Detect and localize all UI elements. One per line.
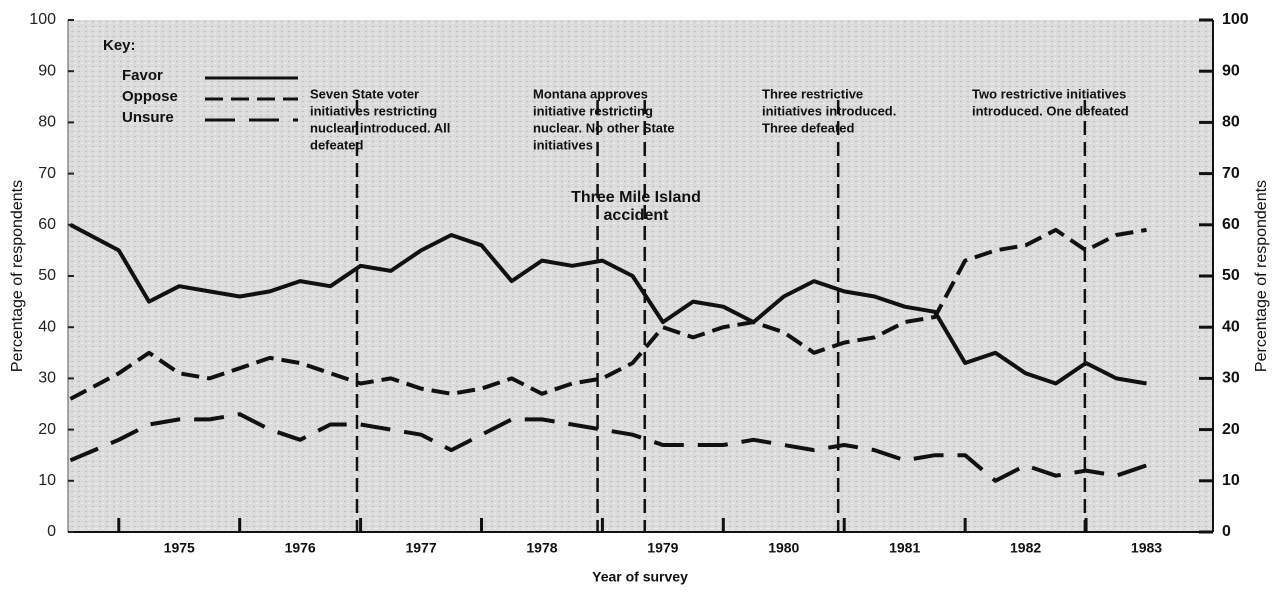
annotation: initiative restricting <box>533 103 653 118</box>
y-tick-label: 40 <box>38 318 56 335</box>
annotation: defeated <box>310 137 364 152</box>
annotation: Three defeated <box>762 120 855 135</box>
y-tick-label: 100 <box>29 11 56 28</box>
x-tick-label: 1978 <box>526 540 557 556</box>
annotation: Three restrictive <box>762 86 863 101</box>
x-tick-label: 1983 <box>1131 540 1162 556</box>
legend-label: Unsure <box>122 109 174 126</box>
y-tick-label: 30 <box>38 370 56 387</box>
y2-tick-label: 0 <box>1222 523 1231 540</box>
series-line <box>69 223 1147 386</box>
y2-tick-label: 90 <box>1222 62 1240 79</box>
y2-tick-label: 10 <box>1222 472 1240 489</box>
y2-tick-label: 30 <box>1222 370 1240 387</box>
x-tick-label: 1977 <box>405 540 436 556</box>
annotation: Three Mile Island <box>571 189 701 206</box>
annotation: Montana approves <box>533 86 648 101</box>
y-tick-label: 10 <box>38 472 56 489</box>
y2-tick-label: 50 <box>1222 267 1240 284</box>
x-tick-label: 1976 <box>285 540 316 556</box>
key-title: Key: <box>103 37 136 54</box>
series-line <box>69 412 1148 483</box>
x-tick-label: 1975 <box>164 540 195 556</box>
plot-area <box>68 20 1213 532</box>
y-tick-label: 70 <box>38 165 56 182</box>
legend-label: Favor <box>122 67 163 84</box>
y2-tick-label: 100 <box>1222 11 1249 28</box>
annotation: Seven State voter <box>310 86 419 101</box>
annotation: accident <box>604 207 670 224</box>
x-tick-label: 1982 <box>1010 540 1041 556</box>
series-line <box>69 227 1147 401</box>
y2-tick-label: 60 <box>1222 216 1240 233</box>
annotation: initiatives restricting <box>310 103 437 118</box>
x-tick-label: 1979 <box>647 540 678 556</box>
y-axis-title: Percentage of respondents <box>9 180 26 372</box>
y2-tick-label: 20 <box>1222 421 1240 438</box>
annotation: nuclear introduced. All <box>310 120 450 135</box>
x-axis-title: Year of survey <box>592 569 688 585</box>
y2-tick-label: 70 <box>1222 165 1240 182</box>
annotation: nuclear. No other State <box>533 120 675 135</box>
annotation: initiatives introduced. <box>762 103 896 118</box>
x-tick-label: 1980 <box>768 540 799 556</box>
y-tick-label: 80 <box>38 114 56 131</box>
annotation: Two restrictive initiatives <box>972 86 1126 101</box>
y2-tick-label: 40 <box>1222 318 1240 335</box>
annotation: initiatives <box>533 137 593 152</box>
y-tick-label: 0 <box>47 523 56 540</box>
y-tick-label: 90 <box>38 62 56 79</box>
y2-axis-title: Percentage of respondents <box>1253 180 1270 372</box>
legend-label: Oppose <box>122 88 178 105</box>
y-tick-label: 50 <box>38 267 56 284</box>
y-tick-label: 20 <box>38 421 56 438</box>
y-tick-label: 60 <box>38 216 56 233</box>
annotation: introduced. One defeated <box>972 103 1129 118</box>
y2-tick-label: 80 <box>1222 114 1240 131</box>
x-tick-label: 1981 <box>889 540 920 556</box>
